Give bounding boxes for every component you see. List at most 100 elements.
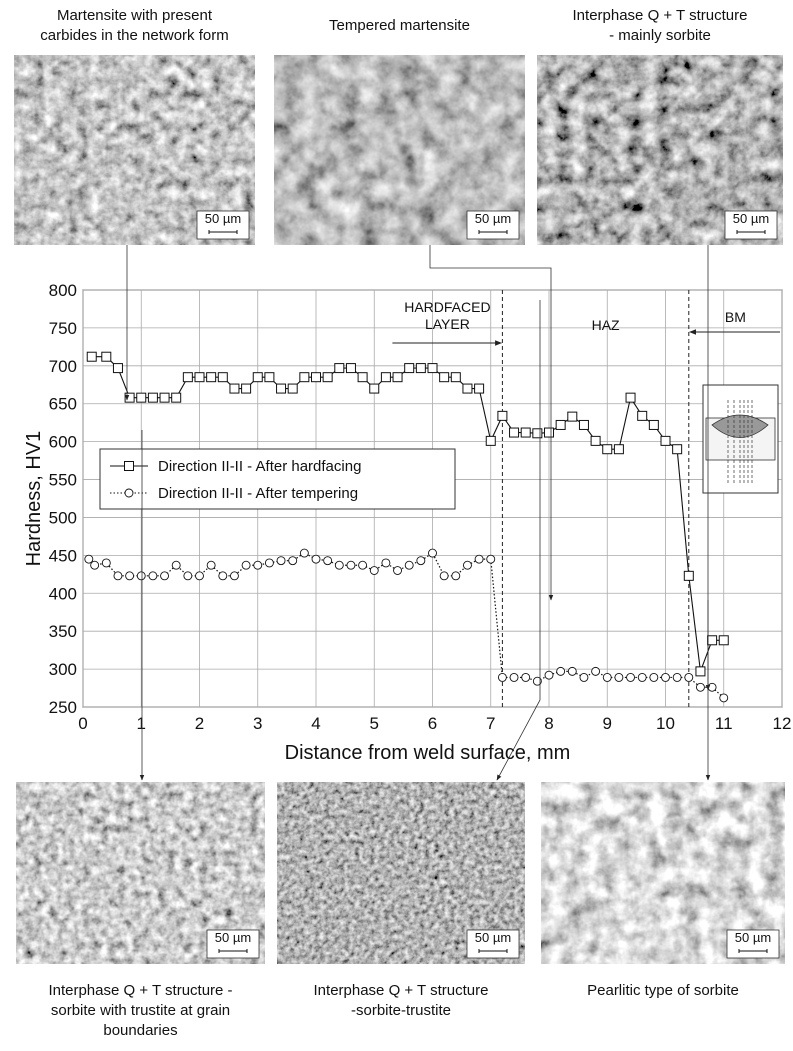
data-point	[707, 682, 717, 692]
legend-box	[99, 448, 456, 510]
data-point	[84, 554, 94, 564]
legend-marker	[124, 461, 134, 471]
data-point	[217, 372, 228, 383]
micrograph-caption: Interphase Q + T structure -	[48, 982, 232, 999]
data-point	[299, 548, 309, 558]
legend-label: Direction II-II - After hardfacing	[158, 458, 361, 475]
scale-label: 50 µm	[733, 211, 769, 226]
scale-box	[724, 210, 778, 240]
data-point	[171, 392, 182, 403]
data-point	[241, 383, 252, 394]
data-point	[393, 566, 402, 575]
data-point	[112, 363, 123, 374]
data-point	[345, 363, 356, 374]
micrograph-caption: carbides in the network form	[40, 27, 228, 44]
y-axis-title: Hardness, HV1	[23, 431, 45, 567]
data-point	[159, 392, 170, 403]
data-point	[136, 392, 147, 403]
micrograph: 50 µm	[541, 782, 785, 964]
zone-label: BM	[725, 309, 746, 325]
micrograph: 50 µm	[274, 55, 525, 245]
scale-label: 50 µm	[215, 930, 251, 945]
data-point	[334, 560, 344, 570]
data-point	[276, 383, 287, 394]
data-point	[415, 363, 426, 374]
data-point	[521, 672, 531, 682]
micrograph-caption: - mainly sorbite	[609, 27, 711, 44]
x-axis-title: Distance from weld surface, mm	[285, 742, 571, 764]
micrograph: 50 µm	[277, 782, 525, 964]
data-point	[637, 410, 648, 421]
data-point	[451, 571, 461, 581]
data-point	[497, 672, 507, 682]
data-point	[684, 672, 694, 682]
data-point	[148, 571, 158, 581]
y-tick-label: 500	[49, 508, 77, 527]
micrograph-caption: sorbite with trustite at grain	[51, 1002, 230, 1019]
data-point	[416, 556, 426, 566]
data-point	[392, 372, 403, 383]
x-tick-label: 11	[715, 714, 733, 733]
data-point	[428, 548, 437, 558]
data-point	[497, 410, 508, 421]
data-point	[696, 682, 705, 692]
data-point	[590, 435, 601, 446]
series-line	[88, 552, 725, 699]
x-tick-label: 2	[195, 714, 204, 733]
data-point	[556, 666, 566, 676]
data-point	[544, 427, 554, 438]
data-point	[591, 666, 601, 676]
data-point	[369, 566, 379, 575]
data-point	[334, 363, 345, 374]
y-tick-label: 800	[49, 281, 77, 300]
data-point	[509, 427, 520, 438]
micrograph-caption: Tempered martensite	[329, 17, 470, 34]
data-point	[90, 560, 100, 570]
data-point	[323, 556, 333, 566]
data-point	[229, 383, 240, 394]
scale-box	[726, 929, 780, 959]
scale-label: 50 µm	[735, 930, 771, 945]
data-point	[358, 560, 368, 570]
data-point	[474, 383, 485, 394]
data-point	[578, 419, 589, 430]
data-point	[160, 571, 170, 581]
data-point	[369, 383, 380, 394]
data-point	[322, 372, 333, 383]
zone-label-line: LAYER	[425, 316, 470, 332]
y-tick-label: 250	[49, 698, 77, 717]
data-point	[346, 560, 356, 570]
data-point	[486, 554, 496, 564]
data-point	[544, 670, 554, 680]
micrograph: 50 µm	[537, 55, 783, 245]
x-tick-label: 4	[311, 714, 320, 733]
data-point	[648, 419, 659, 430]
data-point	[695, 666, 706, 677]
scale-box	[196, 210, 250, 240]
scale-bar	[208, 230, 238, 234]
data-point	[579, 672, 589, 682]
data-point	[625, 392, 636, 403]
data-point	[602, 444, 613, 455]
data-point	[264, 372, 275, 383]
data-point	[264, 558, 274, 568]
x-tick-label: 12	[773, 714, 792, 733]
data-point	[439, 372, 450, 383]
data-point	[113, 571, 123, 581]
y-tick-label: 700	[49, 357, 77, 376]
zone-label-line: HARDFACED	[404, 299, 490, 315]
x-tick-label: 6	[428, 714, 437, 733]
data-point	[532, 428, 543, 439]
data-point	[660, 435, 671, 446]
data-point	[183, 571, 193, 581]
scale-box	[206, 929, 260, 959]
micrograph-caption: boundaries	[103, 1022, 177, 1039]
zone-label: HARDFACED LAYER	[404, 299, 490, 332]
data-point	[229, 571, 239, 581]
scale-bar	[736, 230, 766, 234]
data-point	[404, 363, 415, 374]
data-point	[718, 635, 729, 646]
x-tick-label: 10	[656, 714, 675, 733]
y-tick-label: 650	[49, 395, 77, 414]
